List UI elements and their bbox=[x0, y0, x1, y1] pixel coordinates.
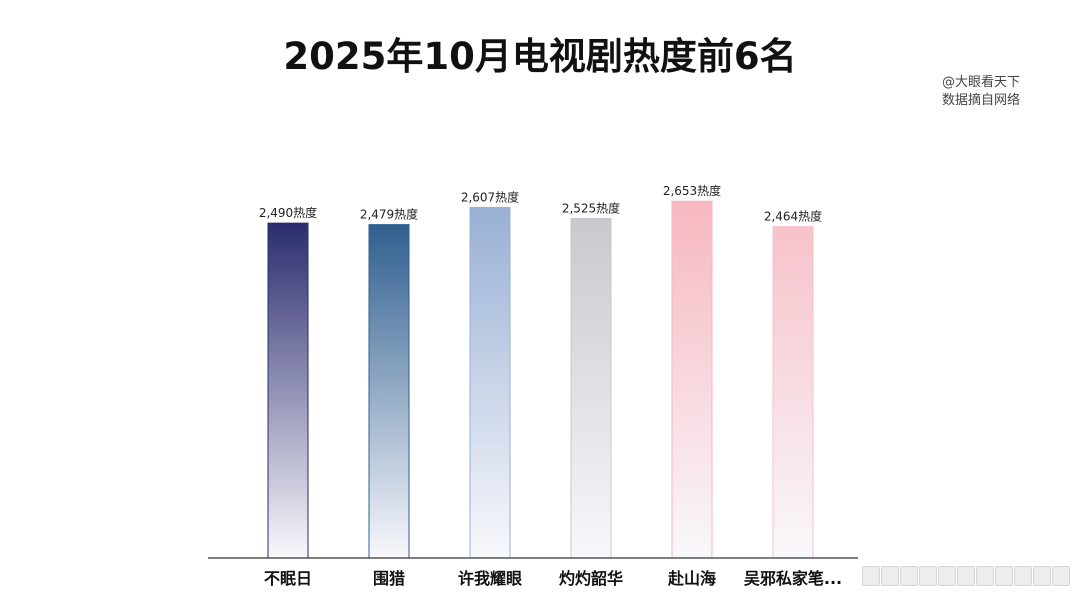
watermark-box bbox=[1052, 566, 1070, 586]
category-label-3: 许我耀眼 bbox=[458, 569, 522, 588]
data-label-3: 2,607热度 bbox=[461, 189, 519, 204]
category-label-6: 吴邪私家笔... bbox=[744, 569, 842, 588]
watermark-placeholder bbox=[862, 560, 1072, 590]
watermark-box bbox=[919, 566, 937, 586]
chart-title: 2025年10月电视剧热度前6名 bbox=[283, 35, 797, 78]
source-note: @大眼看天下 数据摘自网络 bbox=[942, 74, 1020, 110]
watermark-box bbox=[1014, 566, 1032, 586]
watermark-box bbox=[995, 566, 1013, 586]
category-label-4: 灼灼韶华 bbox=[559, 569, 623, 588]
data-label-4: 2,525热度 bbox=[562, 200, 620, 215]
category-label-1: 不眠日 bbox=[264, 569, 312, 588]
watermark-box bbox=[862, 566, 880, 586]
watermark-box bbox=[900, 566, 918, 586]
watermark-box bbox=[957, 566, 975, 586]
watermark-box bbox=[976, 566, 994, 586]
data-label-5: 2,653热度 bbox=[663, 183, 721, 198]
bar-6 bbox=[772, 226, 814, 559]
bar-2 bbox=[368, 224, 410, 559]
bar-4 bbox=[570, 217, 612, 559]
watermark-box bbox=[1033, 566, 1051, 586]
bar-3 bbox=[469, 206, 511, 559]
data-label-1: 2,490热度 bbox=[259, 205, 317, 220]
data-label-6: 2,464热度 bbox=[764, 209, 822, 224]
category-label-5: 赴山海 bbox=[667, 569, 716, 588]
watermark-box bbox=[938, 566, 956, 586]
bar-1 bbox=[267, 222, 309, 559]
bar-5 bbox=[671, 200, 713, 559]
source-caption: 数据摘自网络 bbox=[941, 93, 1020, 108]
data-label-2: 2,479热度 bbox=[360, 207, 418, 222]
watermark-box bbox=[881, 566, 899, 586]
source-author: @大眼看天下 bbox=[941, 75, 1020, 90]
category-label-2: 围猎 bbox=[373, 569, 405, 588]
